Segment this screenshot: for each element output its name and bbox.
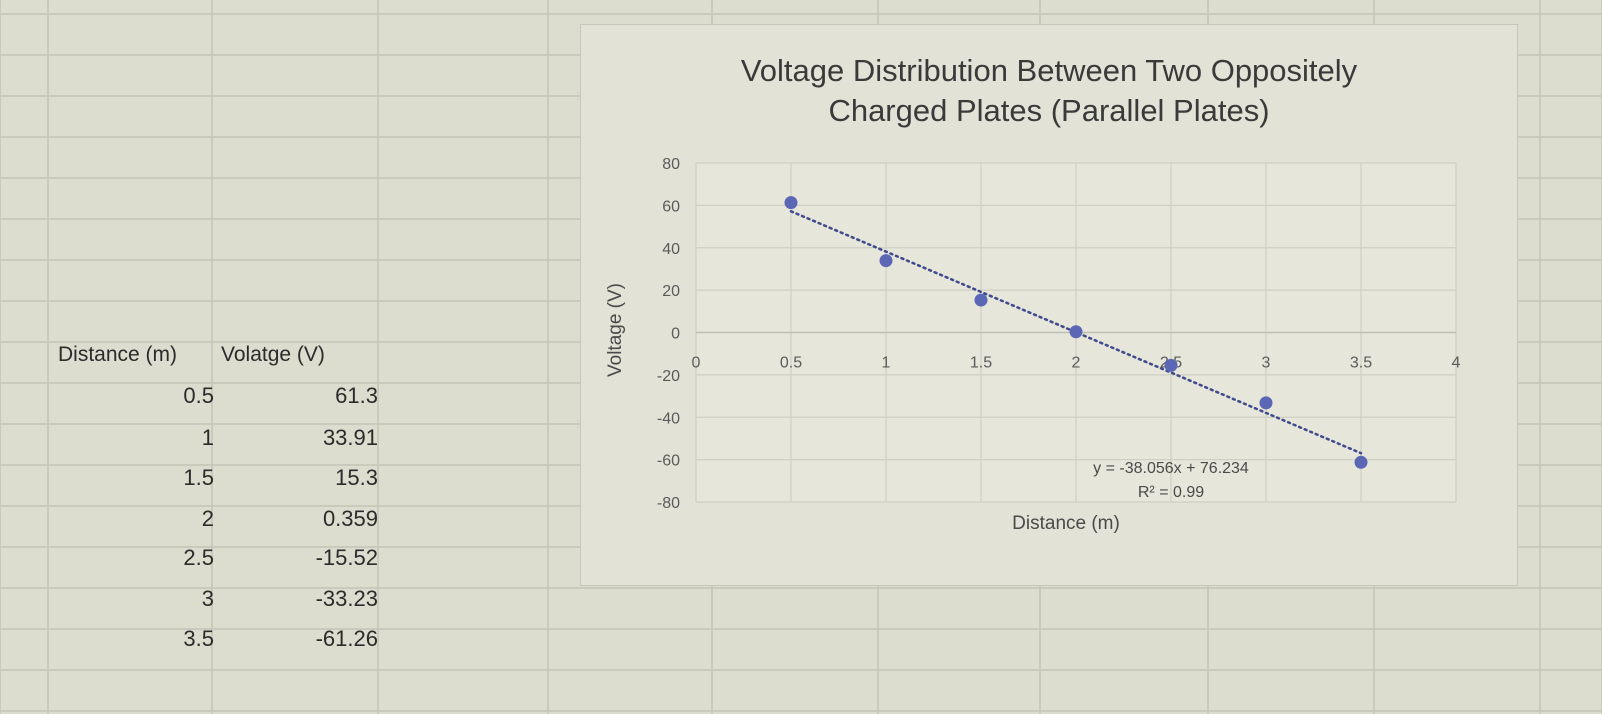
chart-title-line-2: Charged Plates (Parallel Plates) <box>828 93 1270 128</box>
chart-area[interactable]: Voltage Distribution Between Two Opposit… <box>580 24 1518 586</box>
table-row-2-distance[interactable]: 1 <box>201 425 214 450</box>
y-axis-title: Voltage (V) <box>605 283 626 377</box>
y-tick-label-8: -80 <box>657 495 680 512</box>
x-tick-label-1: 0.5 <box>780 355 802 372</box>
x-tick-label-2: 1 <box>882 355 891 372</box>
scatter-plot: 806040200-20-40-60-8000.511.522.533.54y … <box>605 156 1461 534</box>
data-point-5 <box>1164 358 1178 372</box>
table-row-1-distance[interactable]: 0.5 <box>183 383 214 408</box>
table-row-7-distance[interactable]: 3.5 <box>183 626 214 651</box>
table-row-7-voltage[interactable]: -61.26 <box>315 626 378 651</box>
table-row-2-voltage[interactable]: 33.91 <box>322 425 378 450</box>
y-tick-label-4: 0 <box>671 326 680 343</box>
table-row-1-voltage[interactable]: 61.3 <box>335 383 378 408</box>
table-row-6-voltage[interactable]: -33.23 <box>315 586 378 611</box>
trendline-equation: y = -38.056x + 76.234 <box>1093 460 1249 477</box>
data-point-1 <box>784 196 798 210</box>
x-axis-title: Distance (m) <box>1012 513 1120 534</box>
y-tick-label-2: 40 <box>662 241 680 258</box>
data-point-2 <box>879 254 893 268</box>
chart-title-line-1: Voltage Distribution Between Two Opposit… <box>740 53 1358 88</box>
table-row-3-distance[interactable]: 1.5 <box>183 465 214 490</box>
x-tick-label-3: 1.5 <box>970 355 992 372</box>
table-row-5-voltage[interactable]: -15.52 <box>315 545 378 570</box>
x-tick-label-8: 4 <box>1452 355 1461 372</box>
x-tick-label-6: 3 <box>1262 355 1271 372</box>
y-tick-label-7: -60 <box>657 453 680 470</box>
header-distance[interactable]: Distance (m) <box>58 343 178 366</box>
table-row-3-voltage[interactable]: 15.3 <box>335 465 378 490</box>
table-row-4-distance[interactable]: 2 <box>201 506 214 531</box>
trendline <box>789 210 1363 455</box>
x-tick-label-7: 3.5 <box>1350 355 1372 372</box>
y-tick-label-1: 60 <box>662 198 680 215</box>
data-point-4 <box>1069 325 1083 339</box>
y-tick-label-0: 80 <box>662 156 680 173</box>
data-point-3 <box>974 293 988 307</box>
trendline-r-squared: R² = 0.99 <box>1138 484 1204 501</box>
header-voltage[interactable]: Volatge (V) <box>221 343 325 366</box>
data-point-6 <box>1259 396 1273 410</box>
y-tick-label-6: -40 <box>657 410 680 427</box>
table-row-6-distance[interactable]: 3 <box>201 586 214 611</box>
x-tick-label-0: 0 <box>692 355 701 372</box>
table-row-5-distance[interactable]: 2.5 <box>183 545 214 570</box>
table-row-4-voltage[interactable]: 0.359 <box>322 506 378 531</box>
y-tick-label-5: -20 <box>657 368 680 385</box>
data-point-7 <box>1354 455 1368 469</box>
x-tick-label-4: 2 <box>1072 355 1081 372</box>
y-tick-label-3: 20 <box>662 283 680 300</box>
